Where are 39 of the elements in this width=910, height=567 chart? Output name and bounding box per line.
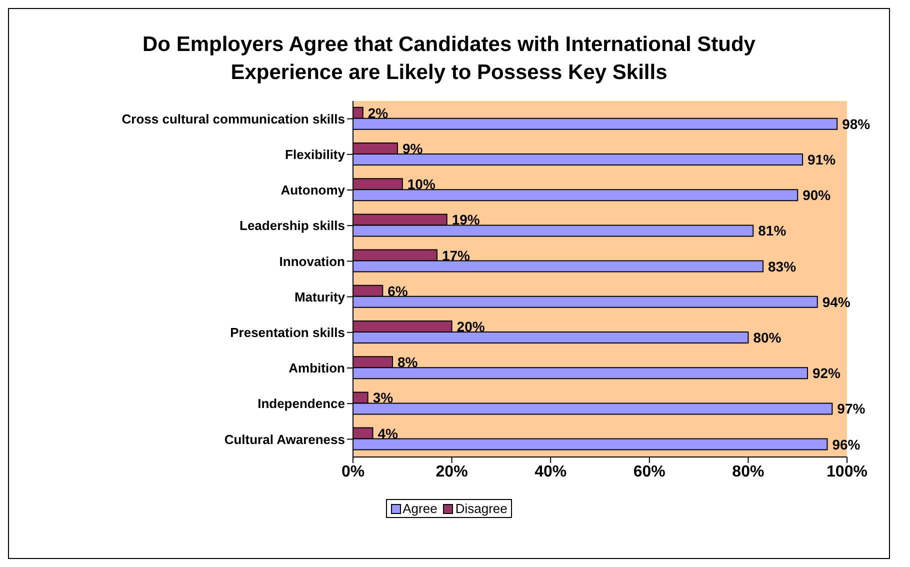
y-tick-label: Cross cultural communication skills — [122, 111, 345, 126]
data-label: 96% — [832, 436, 861, 452]
data-label: 81% — [758, 222, 787, 239]
legend-label: Agree — [402, 501, 438, 516]
data-label: 9% — [402, 140, 424, 156]
data-label: 92% — [812, 365, 842, 382]
y-tick-label: Flexibility — [285, 147, 346, 162]
y-tick-label: Leadership skills — [240, 218, 345, 234]
x-tick-label: 0% — [341, 463, 365, 480]
data-label: 4% — [378, 425, 399, 442]
x-tick-label: 40% — [534, 463, 567, 480]
x-tick-label: 80% — [732, 463, 764, 480]
data-label: 97% — [837, 400, 866, 417]
data-label: 10% — [407, 176, 436, 192]
y-tick-label: Maturity — [294, 289, 346, 304]
data-label: 90% — [802, 187, 832, 204]
data-label: 20% — [456, 318, 486, 334]
data-label: 8% — [398, 354, 418, 370]
y-tick-label: Autonomy — [280, 182, 346, 198]
legend-label: Disagree — [454, 501, 508, 516]
chart-title: Do Employers Agree that Candidates with International Study Experience are Likely to Possess Key Skills — [142, 32, 756, 86]
data-label: 17% — [442, 247, 471, 264]
data-label: 91% — [808, 151, 836, 168]
y-tick-label: Cultural Awareness — [224, 432, 345, 447]
data-label: 6% — [388, 282, 408, 299]
data-label: 2% — [368, 104, 389, 121]
x-tick-label: 20% — [436, 463, 468, 480]
y-tick-label: Ambition — [288, 360, 346, 376]
data-label: 19% — [452, 212, 480, 228]
y-tick-label: Innovation — [279, 254, 346, 269]
y-tick-label: Independence — [258, 396, 345, 412]
y-tick-label: Presentation skills — [230, 325, 345, 340]
data-label: 3% — [372, 390, 394, 406]
x-tick-label: 100% — [826, 463, 868, 480]
data-label: 98% — [842, 116, 871, 132]
data-label: 94% — [822, 294, 851, 310]
data-label: 80% — [753, 329, 782, 346]
x-tick-label: 60% — [633, 463, 666, 480]
data-label: 83% — [768, 258, 797, 274]
